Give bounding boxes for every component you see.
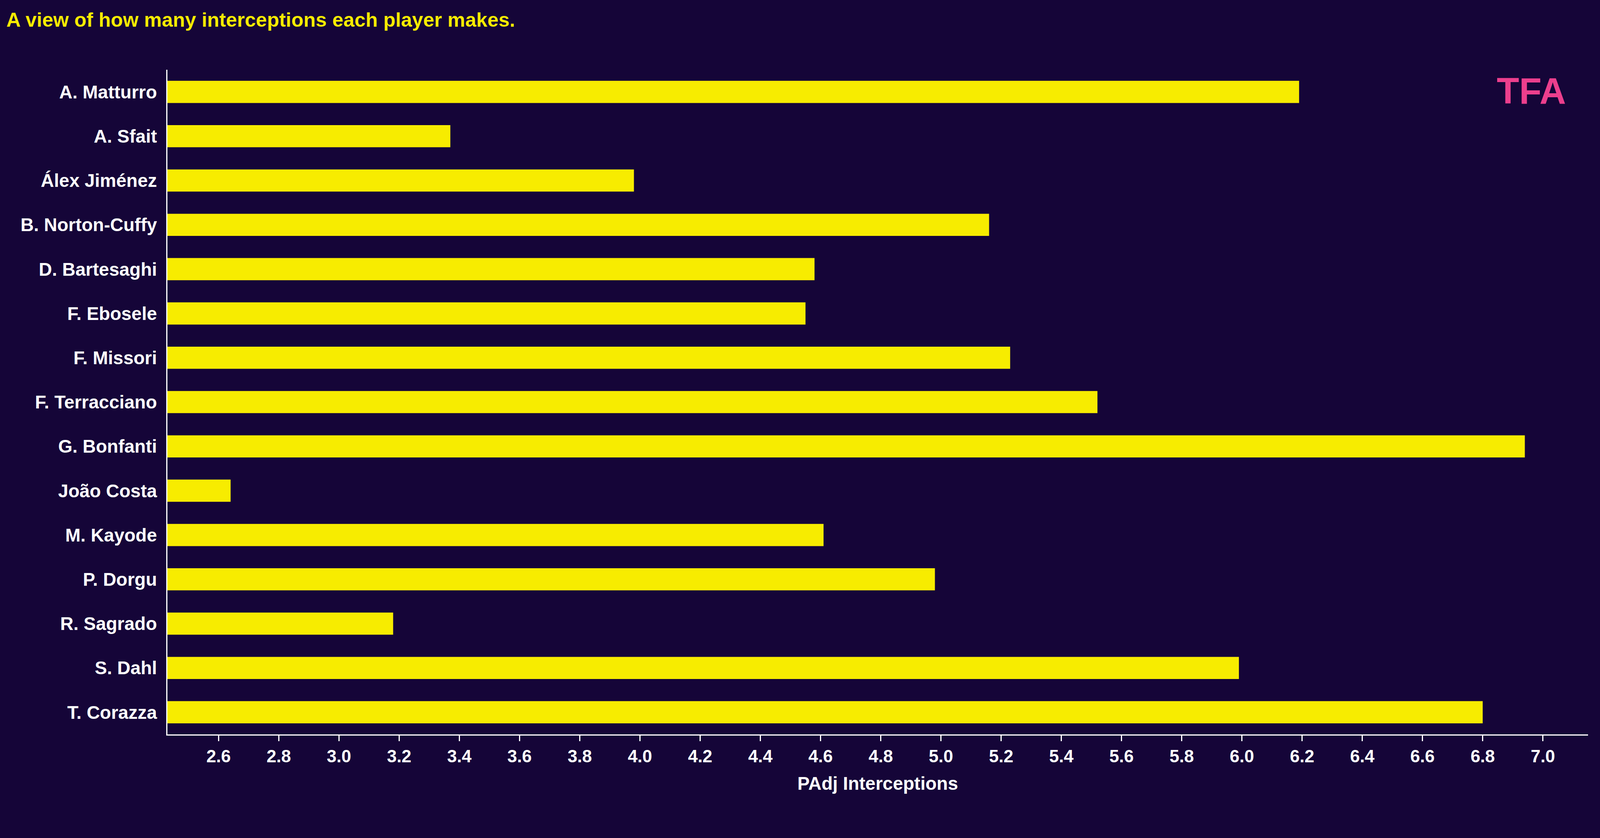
svg-text:3.0: 3.0 xyxy=(326,746,352,767)
svg-text:2.6: 2.6 xyxy=(206,746,231,767)
svg-text:4.2: 4.2 xyxy=(687,746,713,767)
svg-text:6.4: 6.4 xyxy=(1350,746,1375,767)
svg-text:T. Corazza: T. Corazza xyxy=(67,702,158,724)
svg-text:4.8: 4.8 xyxy=(868,746,893,767)
svg-text:B. Norton-Cuffy: B. Norton-Cuffy xyxy=(20,214,158,236)
svg-text:M. Kayode: M. Kayode xyxy=(65,524,158,546)
svg-text:A. Matturro: A. Matturro xyxy=(58,81,157,103)
svg-text:P. Dorgu: P. Dorgu xyxy=(82,569,158,590)
svg-text:6.6: 6.6 xyxy=(1410,746,1435,767)
svg-text:3.6: 3.6 xyxy=(507,746,532,767)
svg-text:3.8: 3.8 xyxy=(567,746,592,767)
svg-text:F. Ebosele: F. Ebosele xyxy=(67,303,158,325)
svg-text:4.0: 4.0 xyxy=(627,746,653,767)
svg-text:TFA: TFA xyxy=(1496,70,1567,112)
svg-text:PAdj Interceptions: PAdj Interceptions xyxy=(797,773,959,795)
svg-text:F. Terracciano: F. Terracciano xyxy=(35,391,158,413)
svg-text:6.0: 6.0 xyxy=(1229,746,1255,767)
svg-text:6.8: 6.8 xyxy=(1470,746,1495,767)
svg-text:A view of how many interceptio: A view of how many interceptions each pl… xyxy=(6,8,515,32)
svg-text:G. Bonfanti: G. Bonfanti xyxy=(58,436,158,457)
svg-text:2.8: 2.8 xyxy=(266,746,291,767)
svg-text:3.2: 3.2 xyxy=(387,746,412,767)
svg-text:D. Bartesaghi: D. Bartesaghi xyxy=(38,259,158,280)
svg-text:3.4: 3.4 xyxy=(447,746,472,767)
svg-text:F. Missori: F. Missori xyxy=(73,347,158,369)
svg-text:7.0: 7.0 xyxy=(1530,746,1555,767)
svg-text:João Costa: João Costa xyxy=(58,480,158,502)
svg-text:4.4: 4.4 xyxy=(748,746,773,767)
svg-text:Álex Jiménez: Álex Jiménez xyxy=(40,170,157,191)
svg-text:S. Dahl: S. Dahl xyxy=(94,657,158,679)
svg-text:A. Sfait: A. Sfait xyxy=(93,125,157,147)
svg-text:4.6: 4.6 xyxy=(808,746,833,767)
svg-text:R. Sagrado: R. Sagrado xyxy=(60,613,158,635)
svg-text:5.4: 5.4 xyxy=(1049,746,1074,767)
svg-text:5.6: 5.6 xyxy=(1109,746,1134,767)
svg-text:5.2: 5.2 xyxy=(988,746,1014,767)
svg-text:6.2: 6.2 xyxy=(1289,746,1315,767)
svg-text:5.0: 5.0 xyxy=(928,746,954,767)
svg-text:5.8: 5.8 xyxy=(1169,746,1194,767)
